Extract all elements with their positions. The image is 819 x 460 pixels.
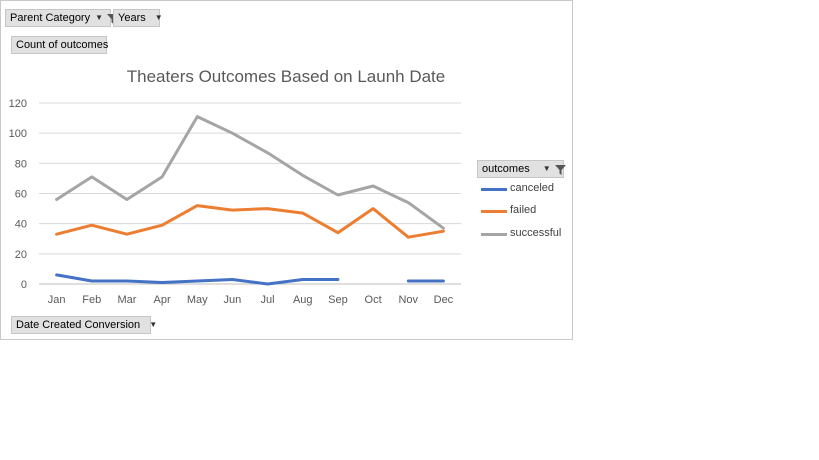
filter-label: Parent Category	[10, 12, 91, 24]
gridlines	[39, 102, 461, 285]
filter-button-years[interactable]: Years ▼	[113, 9, 163, 27]
legend-label: canceled	[510, 182, 555, 194]
dropdown-arrow-icon: ▼	[95, 13, 104, 22]
x-tick-label: Feb	[82, 294, 101, 306]
x-tick-label: Aug	[293, 294, 313, 306]
series-line-successful[interactable]	[55, 115, 445, 230]
series-lines	[55, 115, 445, 286]
axis-field-label: Date Created Conversion	[16, 319, 141, 331]
series-line-failed[interactable]	[55, 204, 445, 239]
values-field-label: Count of outcomes	[16, 39, 109, 51]
dropdown-arrow-icon: ▼	[542, 164, 551, 173]
dropdown-arrow-icon: ▼	[149, 320, 158, 329]
x-tick-label: Apr	[154, 294, 171, 306]
axes: 0 20 40 60 80 100 120 Jan Feb Mar Apr May Jun Jul Aug S…	[9, 98, 454, 306]
chart-title: Theaters Outcomes Based on Launh Date	[127, 67, 445, 86]
axis-field-button[interactable]: Date Created Conversion ▼	[11, 316, 157, 334]
funnel-icon	[554, 164, 566, 180]
x-tick-label: Jan	[48, 294, 66, 306]
x-tick-label: Oct	[365, 294, 382, 306]
y-tick-label: 20	[15, 249, 27, 261]
pivot-chart-area: 0 20 40 60 80 100 120 Jan Feb Mar Apr May Jun Jul Aug S…	[0, 0, 573, 340]
filter-button-parent-category[interactable]: Parent Category ▼	[5, 9, 119, 27]
legend-swatch	[481, 210, 507, 213]
x-tick-label: Dec	[434, 294, 454, 306]
x-tick-label: Sep	[328, 294, 348, 306]
y-tick-label: 0	[21, 279, 27, 291]
x-tick-label: Mar	[117, 294, 136, 306]
x-tick-label: Nov	[398, 294, 418, 306]
legend-swatch	[481, 188, 507, 191]
legend-field-button[interactable]: outcomes ▼	[477, 160, 566, 180]
legend-label: failed	[510, 204, 537, 216]
x-tick-label: May	[187, 294, 208, 306]
x-tick-label: Jun	[224, 294, 242, 306]
legend-label: successful	[510, 227, 562, 239]
filter-label: Years	[118, 12, 146, 24]
y-tick-label: 60	[15, 189, 27, 201]
dropdown-arrow-icon: ▼	[154, 13, 163, 22]
series-line-canceled[interactable]	[55, 273, 445, 286]
y-tick-label: 80	[15, 158, 27, 170]
y-tick-label: 40	[15, 219, 27, 231]
x-tick-label: Jul	[261, 294, 275, 306]
y-tick-label: 100	[9, 128, 27, 140]
legend-field-label: outcomes	[482, 163, 530, 175]
y-tick-label: 120	[9, 98, 27, 110]
legend-swatch	[481, 233, 507, 236]
line-chart: 0 20 40 60 80 100 120 Jan Feb Mar Apr May Jun Jul Aug S…	[9, 67, 461, 306]
values-field-button[interactable]: Count of outcomes	[11, 36, 109, 54]
